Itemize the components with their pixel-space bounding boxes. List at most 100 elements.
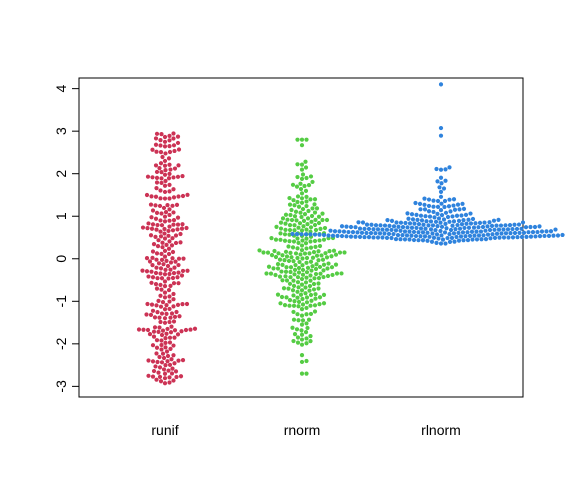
data-point-rlnorm [387, 223, 392, 228]
data-point-rnorm [303, 159, 308, 164]
data-point-runif [180, 358, 186, 363]
data-point-runif [176, 358, 181, 363]
data-point-runif [159, 338, 164, 343]
data-point-rnorm [337, 250, 343, 255]
data-point-runif [163, 363, 168, 368]
data-point-rnorm [285, 217, 290, 222]
data-point-runif [171, 131, 176, 136]
data-point-rlnorm [490, 232, 495, 237]
data-point-rnorm [291, 278, 296, 283]
data-point-rnorm [325, 266, 330, 271]
data-point-rlnorm [532, 224, 538, 230]
data-point-runif [150, 263, 155, 268]
data-point-rnorm [292, 223, 297, 228]
data-point-runif [170, 366, 175, 371]
data-point-runif [168, 167, 173, 172]
data-point-runif [171, 378, 176, 383]
data-point-rnorm [300, 318, 306, 323]
data-point-rnorm [311, 281, 317, 287]
data-point-rnorm [283, 221, 288, 226]
data-point-rnorm [268, 271, 274, 276]
data-point-runif [150, 308, 156, 313]
data-point-runif [167, 207, 172, 212]
data-point-rnorm [308, 311, 314, 317]
data-point-rnorm [299, 200, 305, 205]
data-point-runif [166, 368, 171, 373]
data-point-rlnorm [431, 235, 437, 240]
data-point-rlnorm [474, 229, 479, 234]
data-point-runif [168, 283, 173, 288]
data-point-rnorm [305, 216, 311, 221]
data-point-rlnorm [478, 229, 484, 234]
data-point-rnorm [304, 295, 310, 300]
data-point-rnorm [271, 266, 276, 271]
y-tick-label: 0 [53, 255, 69, 263]
data-point-rnorm [297, 221, 303, 226]
data-point-rnorm [299, 359, 305, 365]
data-point-runif [165, 263, 171, 269]
data-point-rlnorm [480, 224, 486, 230]
data-point-rnorm [321, 268, 326, 273]
data-point-runif [172, 265, 177, 270]
data-point-runif [152, 315, 158, 320]
data-point-runif [154, 303, 159, 308]
data-point-runif [159, 211, 164, 216]
data-point-rlnorm [485, 224, 490, 229]
data-point-rlnorm [326, 233, 331, 238]
data-point-runif [154, 131, 160, 136]
data-point-rlnorm [435, 224, 440, 229]
data-point-rnorm [311, 249, 317, 255]
data-point-rnorm [287, 303, 292, 308]
data-point-rnorm [292, 228, 297, 233]
data-point-rnorm [280, 216, 286, 221]
data-point-runif [154, 186, 159, 191]
data-point-rlnorm [437, 185, 442, 190]
data-point-runif [171, 319, 177, 324]
data-point-rlnorm [469, 229, 475, 234]
y-tick-label: 1 [53, 212, 69, 220]
data-point-rnorm [309, 213, 315, 219]
data-point-rlnorm [294, 232, 300, 237]
data-point-runif [158, 196, 163, 201]
data-point-rnorm [288, 269, 293, 275]
data-point-rlnorm [458, 234, 464, 239]
data-point-rlnorm [510, 226, 515, 232]
data-point-rlnorm [460, 201, 465, 206]
data-point-rlnorm [391, 231, 396, 237]
data-point-rnorm [295, 275, 301, 280]
data-point-runif [150, 208, 156, 213]
data-point-rnorm [298, 181, 303, 186]
data-point-runif [153, 364, 158, 369]
data-point-runif [154, 251, 160, 256]
data-point-runif [153, 203, 158, 208]
data-point-rnorm [299, 191, 305, 196]
data-point-rnorm [273, 254, 279, 260]
data-point-rlnorm [521, 230, 527, 235]
data-point-rlnorm [423, 226, 428, 231]
data-point-rlnorm [404, 233, 410, 238]
data-point-rlnorm [344, 234, 349, 239]
data-point-runif [176, 270, 181, 275]
data-point-runif [171, 218, 177, 223]
data-point-rnorm [303, 291, 308, 296]
data-point-rlnorm [483, 228, 488, 233]
data-point-rlnorm [426, 209, 432, 214]
data-point-rlnorm [303, 232, 309, 237]
data-point-rnorm [289, 217, 295, 223]
data-point-rnorm [309, 219, 314, 224]
data-point-rlnorm [436, 236, 441, 241]
data-point-rlnorm [508, 231, 513, 236]
data-point-rnorm [299, 282, 305, 287]
data-point-runif [162, 371, 168, 376]
data-point-rlnorm [427, 214, 433, 219]
data-point-runif [162, 144, 168, 149]
data-point-rlnorm [451, 197, 457, 202]
data-point-rlnorm [290, 231, 295, 237]
data-point-rnorm [279, 269, 284, 274]
data-point-rnorm [290, 245, 296, 250]
data-point-rnorm [279, 294, 285, 300]
data-point-rlnorm [337, 229, 342, 234]
data-point-runif [159, 180, 164, 186]
data-point-runif [146, 274, 151, 279]
data-point-rnorm [299, 276, 305, 282]
